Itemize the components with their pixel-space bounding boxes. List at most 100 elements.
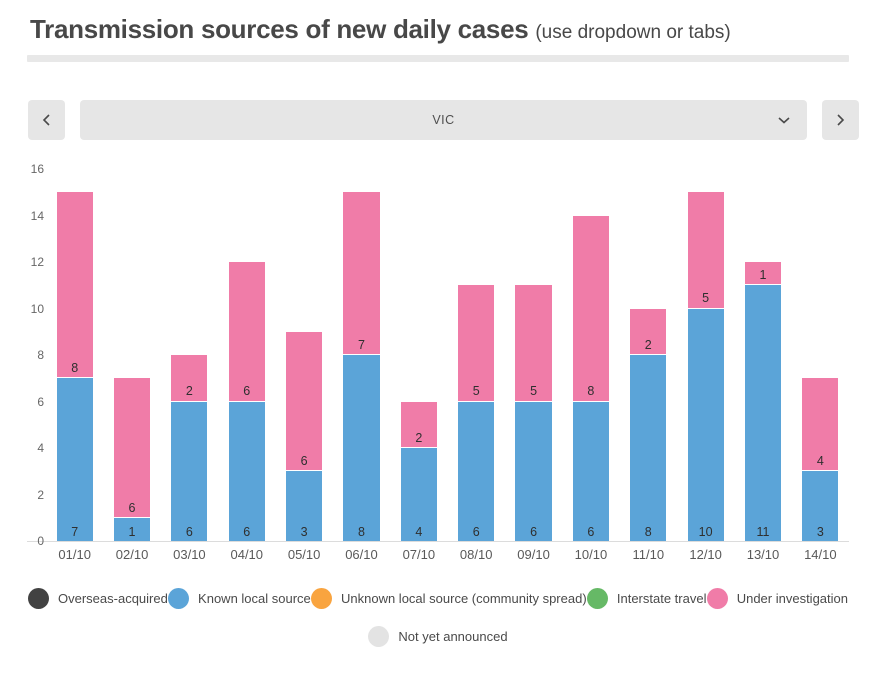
bar-segment[interactable]: 1 bbox=[113, 517, 151, 541]
bar-segment-value: 6 bbox=[300, 454, 308, 468]
region-dropdown-value: VIC bbox=[432, 113, 455, 127]
x-tick-label: 14/10 bbox=[804, 547, 837, 562]
legend-item[interactable]: Interstate travel bbox=[586, 588, 706, 609]
x-axis: 01/10 02/10 03/10 04/10 05/10 06/10 07/10 08/10… bbox=[46, 547, 849, 562]
legend-item[interactable]: Known local source bbox=[168, 588, 311, 609]
page-title: Transmission sources of new daily cases … bbox=[30, 14, 846, 45]
bar-segment[interactable]: 4 bbox=[400, 448, 437, 541]
y-tick-label: 10 bbox=[30, 301, 44, 316]
y-tick-label: 8 bbox=[37, 348, 44, 362]
bar-segment-value: 5 bbox=[702, 291, 710, 306]
legend-label: Under investigation bbox=[736, 591, 848, 606]
legend-secondary: Not yet announced bbox=[0, 626, 876, 647]
bar-segment-value: 6 bbox=[530, 524, 538, 539]
x-tick-label: 10/10 bbox=[574, 547, 608, 562]
region-dropdown[interactable]: VIC bbox=[80, 100, 807, 140]
bar-segment[interactable]: 8 bbox=[343, 355, 380, 541]
legend-item[interactable]: Unknown local source (community spread) bbox=[311, 588, 587, 609]
legend-label: Known local source bbox=[198, 591, 311, 606]
region-controls: VIC bbox=[28, 100, 859, 140]
x-tick-label: 04/10 bbox=[230, 547, 264, 562]
bar-segment-value: 7 bbox=[357, 337, 365, 352]
bar-segment[interactable]: 6 bbox=[113, 378, 151, 518]
bar-segment-value: 5 bbox=[472, 384, 480, 399]
bar-segment[interactable]: 6 bbox=[515, 401, 552, 541]
bar-segment-value: 11 bbox=[756, 524, 770, 539]
bar-segment[interactable]: 6 bbox=[286, 331, 323, 472]
next-region-button[interactable] bbox=[822, 100, 859, 140]
bar-segment[interactable]: 2 bbox=[630, 308, 667, 355]
x-tick-label: 12/10 bbox=[689, 547, 722, 562]
bar-segment[interactable]: 6 bbox=[572, 401, 609, 541]
x-tick-label: 11/10 bbox=[632, 547, 665, 562]
bar-segment[interactable]: 11 bbox=[744, 285, 782, 541]
bar-segment-value: 1 bbox=[759, 268, 767, 282]
legend-swatch-icon bbox=[28, 588, 49, 609]
bar-segment[interactable]: 5 bbox=[515, 285, 552, 402]
bar-segment-value: 2 bbox=[415, 430, 423, 445]
y-axis: 0 2 4 6 8 10 12 14 16 bbox=[27, 163, 46, 547]
bar-segment[interactable]: 6 bbox=[228, 262, 265, 402]
bar-segment[interactable]: 7 bbox=[56, 378, 93, 541]
legend-label: Unknown local source (community spread) bbox=[341, 591, 587, 606]
bar-segment[interactable]: 5 bbox=[687, 192, 724, 309]
bar-segment-value: 8 bbox=[587, 384, 595, 399]
legend-item[interactable]: Not yet announced bbox=[368, 626, 508, 647]
x-tick-label: 01/10 bbox=[58, 547, 91, 562]
bar-segment[interactable]: 6 bbox=[171, 401, 208, 541]
legend-swatch-icon bbox=[368, 626, 390, 647]
bar-segment[interactable]: 3 bbox=[286, 471, 323, 541]
legend-swatch-icon bbox=[586, 588, 608, 609]
bar-segment[interactable]: 5 bbox=[458, 285, 495, 402]
bar-segment[interactable]: 2 bbox=[400, 401, 437, 448]
bar-segment[interactable]: 3 bbox=[802, 471, 839, 541]
bar-segment[interactable]: 4 bbox=[802, 378, 839, 472]
page-title-hint: (use dropdown or tabs) bbox=[535, 22, 730, 43]
bar-segment[interactable]: 2 bbox=[171, 355, 208, 402]
bar-segment[interactable]: 7 bbox=[343, 192, 380, 355]
stacked-bar-chart: 0 2 4 6 8 10 12 14 16 7 8 1 6 6 2 6 6 3 6 8 7 4 2 6 5 6 5 6 8 8 2 10 5 1… bbox=[27, 163, 849, 562]
x-tick-label: 08/10 bbox=[459, 547, 493, 562]
bar-segment[interactable]: 8 bbox=[630, 355, 667, 541]
legend-item[interactable]: Overseas-acquired bbox=[28, 588, 168, 609]
bar-segment[interactable]: 1 bbox=[744, 262, 782, 286]
legend-item[interactable]: Under investigation bbox=[706, 588, 848, 609]
chevron-right-icon bbox=[836, 113, 845, 127]
bar-segment[interactable]: 6 bbox=[458, 401, 495, 541]
bar-column: 10 5 bbox=[677, 169, 734, 541]
bar-segment[interactable]: 8 bbox=[56, 192, 93, 379]
legend-swatch-icon bbox=[706, 588, 728, 609]
bar-segment[interactable]: 8 bbox=[572, 215, 609, 402]
chevron-left-icon bbox=[42, 113, 51, 127]
x-tick-label: 05/10 bbox=[287, 547, 321, 562]
bar-segment-value: 6 bbox=[243, 524, 251, 539]
bar-segment[interactable]: 6 bbox=[228, 401, 265, 541]
y-tick-label: 16 bbox=[30, 162, 44, 176]
x-tick-label: 02/10 bbox=[115, 547, 149, 562]
prev-region-button[interactable] bbox=[28, 100, 65, 140]
page-title-hint-text: (use dropdown or tabs) bbox=[535, 22, 731, 43]
bar-segment[interactable]: 10 bbox=[687, 308, 724, 541]
y-tick-label: 0 bbox=[37, 534, 44, 548]
bars-container: 7 8 1 6 6 2 6 6 3 6 8 7 4 2 6 5 6 5 6 8 8 2 10 5 11 1 3 4 bbox=[46, 169, 849, 541]
bar-column: 11 1 bbox=[734, 169, 791, 541]
x-tick-label: 07/10 bbox=[402, 547, 436, 562]
bar-segment-value: 7 bbox=[71, 524, 79, 539]
